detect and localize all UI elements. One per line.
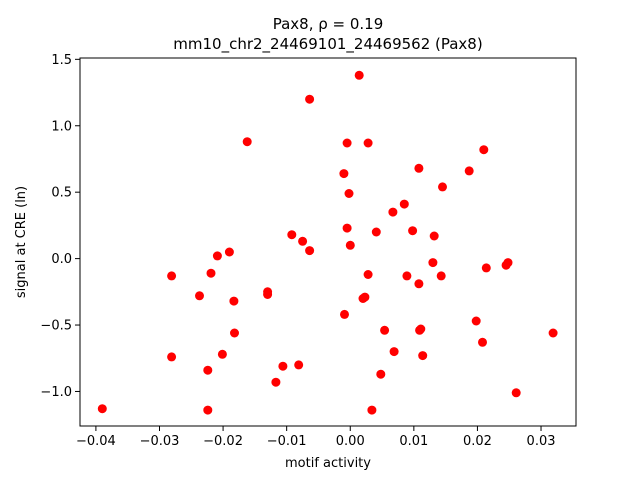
data-point-10 <box>229 296 239 306</box>
data-point-28 <box>354 70 364 80</box>
x-tick-label: 0.01 <box>399 434 428 449</box>
data-point-57 <box>503 258 513 268</box>
y-tick-label: 0.5 <box>51 186 72 201</box>
y-tick-label: 1.0 <box>51 119 72 134</box>
data-point-16 <box>278 361 288 371</box>
data-point-26 <box>344 189 354 198</box>
data-point-53 <box>478 337 487 347</box>
data-point-34 <box>371 227 381 237</box>
data-point-11 <box>230 328 239 338</box>
data-point-47 <box>428 258 438 268</box>
data-point-25 <box>342 223 352 233</box>
data-point-50 <box>438 182 447 192</box>
data-point-22 <box>339 169 349 179</box>
x-tick-label: −0.04 <box>76 434 116 449</box>
x-axis-label: motif activity <box>285 456 371 471</box>
data-point-2 <box>167 352 177 362</box>
data-point-55 <box>481 263 491 273</box>
data-point-37 <box>388 207 398 217</box>
y-tick-label: −1.0 <box>40 385 72 400</box>
data-point-6 <box>206 268 216 278</box>
x-tick-label: 0.02 <box>463 434 492 449</box>
y-tick-label: −0.5 <box>40 319 72 334</box>
data-point-48 <box>429 231 439 241</box>
data-point-35 <box>376 369 386 379</box>
data-point-18 <box>294 360 304 370</box>
y-tick-label: 1.5 <box>51 53 72 68</box>
data-point-42 <box>414 163 424 173</box>
chart-title-line-2: mm10_chr2_24469101_24469562 (Pax8) <box>173 35 482 54</box>
x-tick-label: −0.03 <box>140 434 180 449</box>
plot-area-frame <box>79 57 577 427</box>
x-tick-label: −0.01 <box>267 434 307 449</box>
data-point-38 <box>389 347 399 357</box>
data-point-4 <box>203 405 213 415</box>
data-point-43 <box>414 279 424 289</box>
data-point-52 <box>471 316 481 326</box>
data-point-15 <box>271 377 281 387</box>
data-point-32 <box>363 270 373 279</box>
data-point-20 <box>305 246 315 256</box>
data-point-40 <box>402 271 412 281</box>
data-point-1 <box>167 271 177 281</box>
data-point-8 <box>217 349 227 359</box>
data-point-51 <box>464 166 474 176</box>
data-point-17 <box>287 230 297 240</box>
data-point-58 <box>511 388 521 398</box>
data-point-0 <box>97 404 107 414</box>
data-point-21 <box>305 94 315 104</box>
data-point-31 <box>363 138 373 148</box>
data-point-30 <box>360 292 370 302</box>
x-tick-label: 0.03 <box>527 434 556 449</box>
chart-title-line-1: Pax8, ρ = 0.19 <box>273 15 384 33</box>
data-point-36 <box>380 325 390 335</box>
data-point-39 <box>399 199 409 209</box>
data-point-59 <box>548 328 558 338</box>
y-axis-ticks: −1.0 −0.5 0.0 0.5 1.0 1.5 <box>40 53 80 400</box>
data-point-49 <box>436 271 446 281</box>
data-point-14 <box>263 290 273 299</box>
data-point-27 <box>345 240 355 250</box>
data-point-3 <box>195 291 204 301</box>
data-point-45 <box>416 324 426 334</box>
data-point-7 <box>212 251 222 261</box>
y-axis-label: signal at CRE (ln) <box>14 186 29 298</box>
x-axis-ticks: −0.04 −0.03 −0.02 −0.01 0.00 0.01 0.02 0.03 <box>76 426 556 449</box>
data-point-46 <box>418 351 428 361</box>
data-point-33 <box>367 405 377 415</box>
data-point-41 <box>408 226 418 236</box>
data-points <box>97 70 558 415</box>
y-tick-label: 0.0 <box>51 252 72 267</box>
data-point-19 <box>298 236 308 246</box>
data-point-54 <box>479 145 489 155</box>
data-point-12 <box>242 137 252 147</box>
data-point-5 <box>203 365 213 375</box>
x-tick-label: −0.02 <box>203 434 243 449</box>
x-tick-label: 0.00 <box>336 434 365 449</box>
data-point-24 <box>342 138 352 148</box>
data-point-23 <box>340 309 349 319</box>
data-point-9 <box>224 247 234 257</box>
